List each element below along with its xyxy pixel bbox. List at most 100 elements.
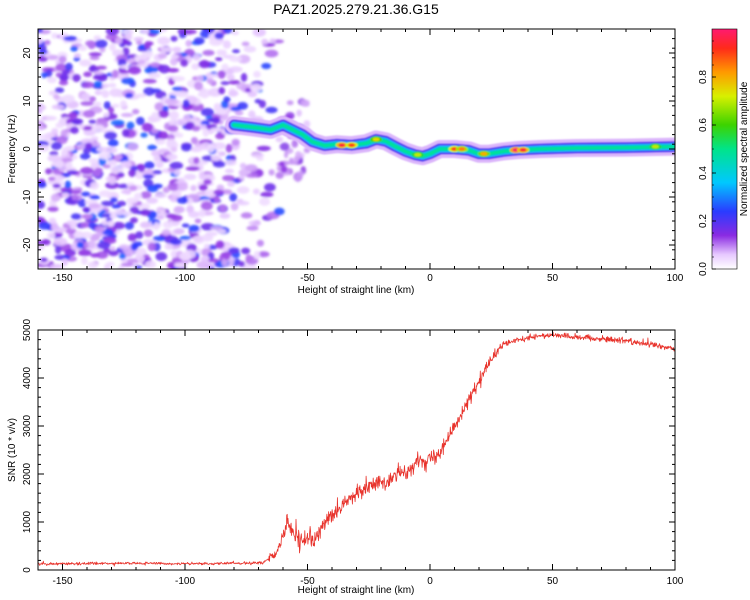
spectrogram-noise-blob — [108, 106, 115, 114]
spectrogram-noise-blob — [140, 132, 148, 138]
spectrogram-noise-blob — [80, 167, 94, 175]
spectrogram-noise-blob — [136, 93, 147, 98]
spectrogram-noise-blob — [73, 56, 81, 62]
spectrogram-noise-blob — [231, 30, 239, 36]
spectrogram-noise-blob — [155, 138, 166, 145]
spectrogram-noise-blob — [226, 74, 235, 81]
spectrogram-noise-blob — [173, 228, 185, 235]
spectrogram-noise-blob — [146, 197, 159, 204]
spectrogram-noise-blob — [142, 78, 157, 84]
spectrogram-noise-blob — [53, 237, 68, 246]
spectrogram-noise-blob — [191, 63, 200, 70]
spectrogram-noise-blob — [166, 153, 178, 161]
spectrogram-noise-blob — [112, 69, 119, 79]
spectrogram-noise-blob — [210, 226, 223, 231]
spectrogram-noise-blob — [188, 224, 200, 233]
spectrogram-noise-blob — [61, 258, 69, 266]
spectrogram-noise-blob — [85, 40, 96, 47]
spectrogram-noise-blob — [252, 188, 260, 195]
spectrogram-noise-blob — [230, 106, 242, 112]
spectrogram-noise-blob — [41, 238, 51, 246]
spectrogram-noise-blob — [107, 139, 119, 147]
spectrogram-noise-blob — [261, 62, 272, 70]
spectrogram-noise-blob — [241, 247, 251, 255]
spectrogram-noise-blob — [177, 182, 189, 191]
spectrogram-noise-blob — [105, 29, 120, 36]
spectrogram-noise-blob — [89, 194, 101, 200]
spectrogram-noise-blob — [69, 222, 77, 230]
spectrogram-noise-blob — [136, 40, 143, 45]
spectrogram-noise-blob — [185, 166, 200, 171]
spectrogram-noise-blob — [237, 54, 251, 64]
spectrogram-noise-blob — [206, 144, 216, 153]
spectrogram-noise-blob — [55, 245, 62, 255]
snr-xlabel: Height of straight line (km) — [298, 585, 415, 596]
spectrogram-noise-blob — [280, 165, 288, 173]
spectrogram-noise-blob — [81, 256, 88, 265]
spectrogram-noise-blob — [49, 263, 64, 269]
spectrogram-noise-blob — [119, 253, 126, 260]
spectrogram-noise-blob — [71, 194, 78, 201]
spectrogram-noise-blob — [81, 214, 93, 219]
spectrogram-noise-blob — [213, 196, 221, 203]
spectrogram-noise-blob — [53, 159, 64, 169]
spectrogram-noise-blob — [273, 207, 285, 216]
spectrogram-noise-blob — [192, 235, 205, 244]
spectrogram-noise-blob — [89, 55, 100, 61]
spectrogram-noise-blob — [58, 55, 67, 64]
snr-xtick-label: -50 — [300, 576, 315, 587]
spectrogram-noise-blob — [173, 206, 185, 214]
spectrogram-noise-blob — [93, 80, 103, 89]
spectrogram-noise-blob — [78, 45, 87, 52]
spectrogram-noise-blob — [139, 221, 151, 229]
spectrogram-noise-blob — [122, 211, 133, 217]
spectrogram-noise-blob — [198, 184, 208, 191]
spectrogram-noise-blob — [252, 29, 266, 37]
spectrogram-noise-blob — [94, 226, 105, 234]
spectrogram-noise-blob — [240, 212, 253, 219]
spectrogram-ridge-peak-core — [338, 143, 346, 147]
spectrogram-noise-blob — [157, 53, 167, 59]
spectrogram-noise-blob — [170, 214, 183, 222]
spectrogram-noise-blob — [44, 132, 55, 140]
spectrogram-noise-blob — [111, 204, 122, 209]
spectrogram-noise-blob — [111, 103, 120, 109]
spectrogram-noise-blob — [221, 63, 230, 72]
spectrogram-noise-blob — [222, 189, 233, 195]
spectrogram-noise-blob — [96, 241, 111, 250]
spectrogram-noise-blob — [146, 185, 159, 193]
spectrogram-noise-blob — [94, 39, 108, 49]
spectrogram-noise-blob — [217, 70, 226, 79]
spectrogram-noise-blob — [172, 86, 183, 92]
spectrogram-noise-blob — [212, 160, 226, 168]
spectrogram-noise-blob — [223, 96, 231, 103]
spectrogram-noise-blob — [120, 189, 132, 194]
spectrogram-noise-blob — [228, 247, 240, 254]
snr-ytick-label: 0 — [22, 567, 33, 573]
spectrogram-noise-blob — [46, 231, 56, 239]
spectrogram-noise-blob — [134, 54, 148, 62]
spectrogram-noise-blob — [96, 251, 109, 259]
spectrogram-noise-blob — [150, 61, 160, 68]
spectrogram-noise-blob — [51, 222, 59, 232]
spectrogram-noise-blob — [158, 131, 169, 140]
spectrogram-noise-blob — [105, 175, 116, 183]
spectrogram-noise-blob — [100, 200, 114, 207]
spectrogram-noise-blob — [56, 135, 68, 145]
spectrogram-noise-blob — [41, 72, 48, 79]
spectrogram-noise-blob — [220, 113, 229, 121]
spectrogram-noise-blob — [107, 220, 115, 227]
spectrogram-ytick-label: -10 — [22, 189, 33, 204]
spectrogram-noise-blob — [199, 196, 211, 201]
spectrogram-noise-blob — [184, 29, 197, 35]
spectrogram-noise-blob — [64, 249, 77, 257]
spectrogram-noise-blob — [48, 176, 56, 181]
spectrogram-noise-blob — [127, 142, 139, 151]
spectrogram-noise-blob — [229, 56, 243, 62]
spectrogram-noise-blob — [183, 173, 197, 180]
spectrogram-noise-blob — [60, 149, 69, 156]
spectrogram-noise-blob — [167, 125, 179, 132]
spectrogram-noise-blob — [257, 251, 270, 258]
spectrogram-noise-blob — [122, 29, 134, 36]
